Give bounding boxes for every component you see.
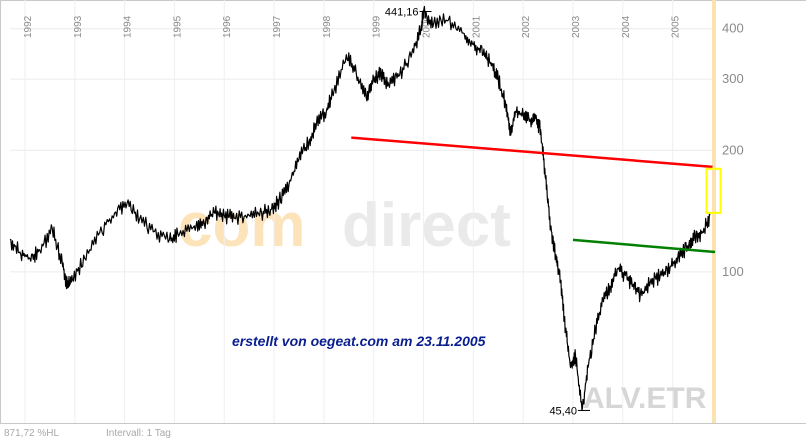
y-tick-label: 100 — [722, 264, 744, 279]
high-label: 441,16 — [385, 7, 419, 19]
x-tick-label: 1998 — [322, 15, 333, 38]
footer-right: Intervall: 1 Tag — [106, 428, 171, 439]
annotations: 441,16 45,40 — [385, 7, 590, 417]
trendlines — [351, 136, 722, 254]
current-date-bar — [712, 0, 716, 423]
price-line — [9, 5, 711, 411]
footer-left: 871,72 %HL — [4, 428, 59, 439]
x-tick-label: 1995 — [172, 15, 183, 38]
x-tick-label: 1996 — [222, 15, 233, 38]
watermark-direct: direct — [342, 191, 511, 260]
resistance-line — [351, 136, 713, 169]
y-tick-label: 300 — [722, 71, 744, 86]
y-tick-label: 200 — [722, 142, 744, 157]
y-axis-labels: 100 200 300 400 — [722, 21, 744, 279]
x-tick-label: 2004 — [621, 15, 632, 38]
credit-text: erstellt von oegeat.com am 23.11.2005 — [232, 333, 486, 349]
target-box — [705, 167, 722, 214]
x-tick-label: 2005 — [671, 15, 682, 38]
ticker-label: ALV.ETR — [583, 382, 707, 415]
x-tick-label: 2003 — [571, 15, 582, 38]
x-tick-label: 1993 — [73, 15, 84, 38]
support-line — [572, 238, 716, 254]
x-tick-label: 1994 — [123, 15, 134, 38]
x-tick-label: 1992 — [23, 15, 34, 38]
x-tick-label: 1997 — [272, 15, 283, 38]
x-tick-label: 2000 — [422, 15, 433, 38]
x-axis-labels: 1992 1993 1994 1995 1996 1997 1998 1999 2000 2001… — [23, 15, 682, 38]
x-tick-label: 2001 — [471, 15, 482, 38]
price-series — [9, 5, 711, 411]
x-tick-label: 2002 — [521, 15, 532, 38]
watermark: com direct — [178, 191, 511, 260]
low-label: 45,40 — [549, 405, 577, 417]
x-tick-label: 1999 — [372, 15, 383, 38]
y-tick-label: 400 — [722, 21, 744, 36]
